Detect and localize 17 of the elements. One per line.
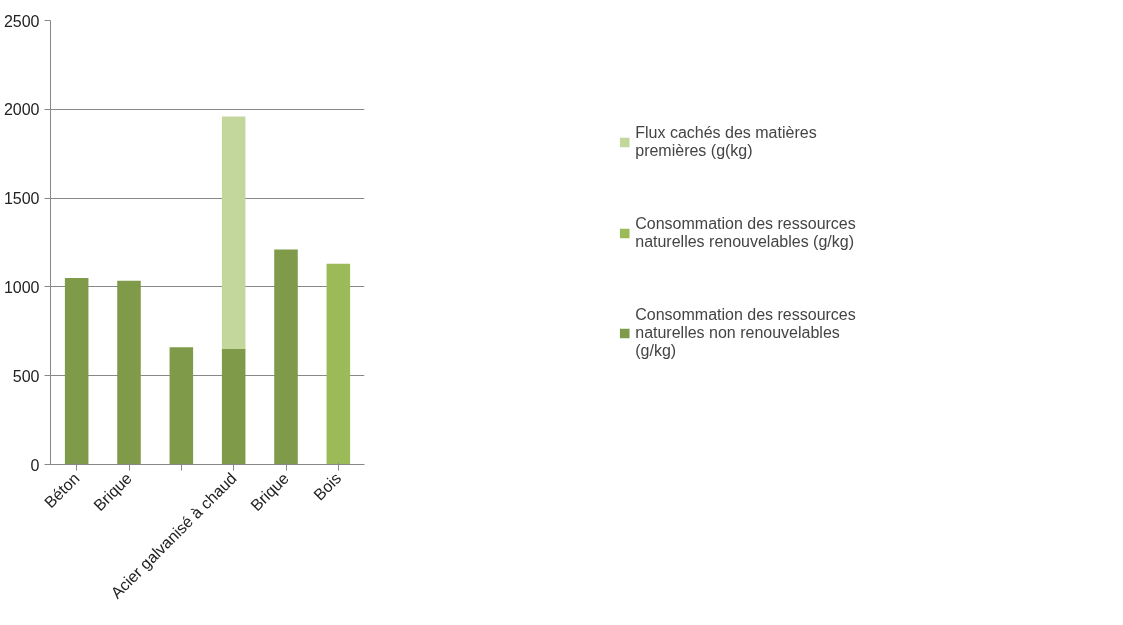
legend-label: Consommation des ressources naturelles non renouvelables (g/kg) [635, 306, 856, 360]
y-tick-label: 1500 [3, 190, 40, 208]
y-tick-label: 2000 [3, 101, 40, 119]
bar [274, 249, 298, 465]
y-tick-label: 0 [30, 456, 40, 474]
y-tick-label: 2500 [3, 12, 40, 30]
y-tick-label: 500 [12, 367, 40, 385]
bar [221, 349, 246, 465]
legend-label: Consommation des ressources naturelles renouvelables (g/kg) [635, 215, 856, 251]
x-tick-label: Bois [310, 469, 345, 504]
bar [64, 278, 89, 465]
bar [326, 263, 351, 465]
legend-label: Flux cachés des matières premières (g(kg) [635, 124, 817, 160]
bar [117, 280, 141, 465]
y-tick-label: 1000 [3, 278, 40, 296]
bar [169, 347, 194, 465]
bar [221, 116, 246, 350]
